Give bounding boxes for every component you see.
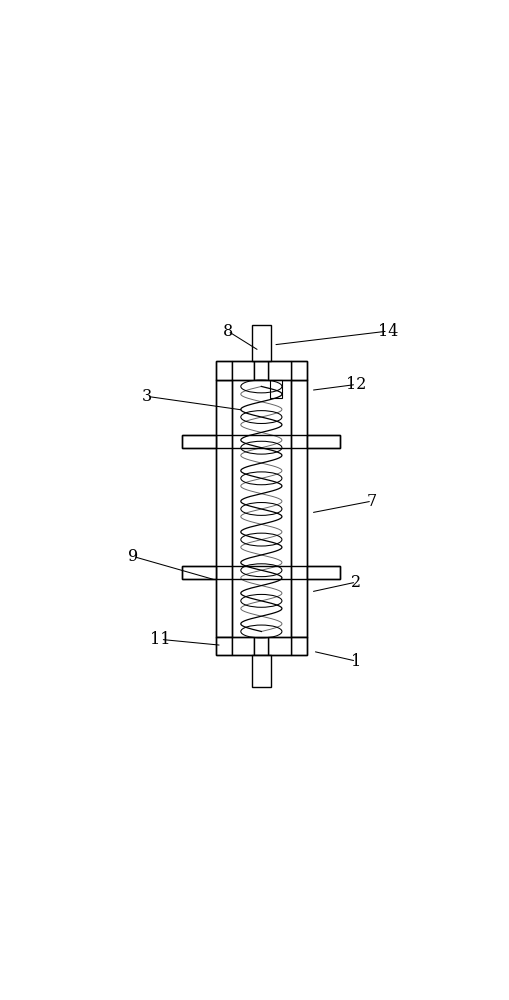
- Bar: [251, 655, 270, 687]
- Bar: [182, 435, 215, 448]
- Bar: [215, 361, 306, 380]
- Bar: [215, 361, 231, 380]
- Bar: [254, 637, 268, 655]
- Text: 1: 1: [350, 653, 361, 670]
- Text: 11: 11: [150, 631, 171, 648]
- Bar: [182, 566, 340, 579]
- Bar: [291, 637, 306, 655]
- Text: 8: 8: [222, 323, 233, 340]
- Bar: [215, 380, 231, 637]
- Bar: [268, 637, 291, 655]
- Bar: [291, 361, 306, 380]
- Text: 9: 9: [128, 548, 138, 565]
- Bar: [306, 435, 340, 448]
- Bar: [231, 380, 291, 637]
- Bar: [291, 380, 306, 637]
- Bar: [215, 637, 306, 655]
- Bar: [269, 380, 281, 398]
- Bar: [306, 566, 340, 579]
- Text: 14: 14: [377, 323, 397, 340]
- Text: 3: 3: [142, 388, 152, 405]
- Bar: [182, 566, 215, 579]
- Bar: [215, 637, 231, 655]
- Bar: [268, 361, 291, 380]
- Bar: [251, 325, 270, 361]
- Bar: [231, 637, 254, 655]
- Bar: [182, 435, 340, 448]
- Bar: [231, 361, 254, 380]
- Bar: [254, 361, 268, 380]
- Text: 12: 12: [346, 376, 365, 393]
- Text: 2: 2: [351, 574, 360, 591]
- Text: 7: 7: [366, 493, 377, 510]
